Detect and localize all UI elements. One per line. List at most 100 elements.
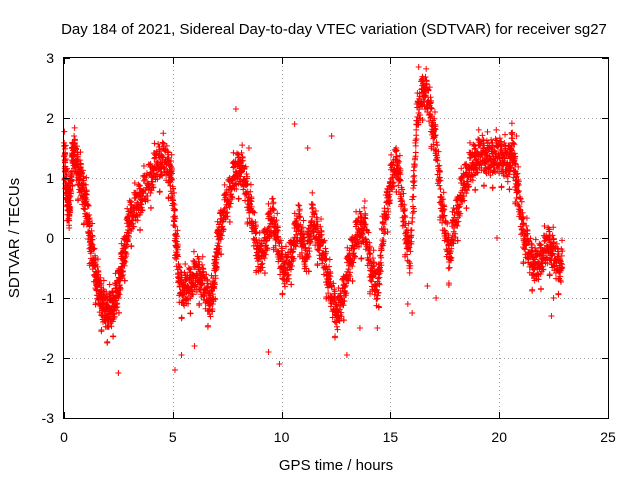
data-point: [463, 205, 470, 212]
data-point: [356, 325, 363, 331]
data-point: [444, 220, 451, 227]
data-point: [196, 302, 203, 309]
data-point: [242, 163, 249, 170]
data-point: [217, 231, 224, 238]
data-point: [328, 133, 335, 139]
data-point: [230, 149, 237, 156]
data-point: [240, 186, 247, 193]
data-point: [209, 308, 216, 315]
data-point: [515, 188, 522, 195]
data-point: [220, 226, 227, 233]
data-point: [343, 290, 350, 297]
data-point: [263, 242, 270, 249]
data-point: [402, 214, 409, 221]
data-point: [495, 164, 502, 171]
data-point: [448, 254, 455, 261]
data-point: [412, 149, 419, 156]
data-point: [147, 169, 154, 176]
data-point: [288, 281, 295, 288]
data-point: [261, 255, 268, 262]
data-point: [271, 214, 278, 221]
data-point: [527, 235, 534, 242]
data-point: [550, 224, 557, 231]
data-point: [552, 270, 559, 277]
data-point: [378, 247, 385, 254]
data-point: [395, 182, 402, 189]
data-point: [259, 264, 266, 271]
data-point: [426, 118, 433, 125]
data-point: [489, 185, 496, 192]
data-point: [104, 339, 111, 346]
x-tick-label: 20: [491, 429, 507, 445]
data-point: [340, 317, 347, 324]
y-tick-label: -3: [42, 410, 55, 426]
data-point: [100, 277, 107, 284]
data-point: [187, 310, 194, 317]
data-point: [128, 243, 135, 250]
data-point: [201, 293, 208, 300]
data-point: [411, 162, 418, 169]
data-point: [484, 128, 491, 135]
x-tick-label: 15: [383, 429, 399, 445]
data-point: [253, 229, 260, 236]
data-point: [393, 147, 400, 154]
data-point: [172, 215, 179, 222]
data-point: [98, 328, 105, 335]
data-point: [272, 242, 279, 249]
data-point: [178, 352, 185, 358]
data-point: [361, 204, 368, 211]
data-point: [557, 278, 564, 285]
data-point: [349, 278, 356, 285]
data-point: [361, 198, 368, 205]
data-point: [264, 245, 271, 252]
data-point: [381, 221, 388, 228]
data-point: [239, 142, 246, 149]
data-point: [450, 240, 457, 247]
data-point: [212, 295, 219, 302]
data-point: [461, 197, 468, 204]
data-point: [559, 265, 566, 271]
data-point: [327, 303, 334, 310]
data-point: [221, 181, 228, 188]
data-point: [408, 227, 415, 234]
data-point: [546, 226, 553, 233]
data-point: [554, 253, 561, 260]
data-point: [61, 128, 68, 135]
data-point: [359, 231, 366, 238]
data-point: [147, 205, 154, 212]
data-point: [463, 190, 470, 197]
data-point: [140, 162, 147, 169]
data-point: [270, 206, 277, 213]
data-point: [555, 291, 562, 298]
data-point: [434, 142, 441, 149]
data-point: [223, 210, 230, 217]
data-point: [232, 106, 239, 112]
data-point: [509, 135, 516, 142]
data-point: [238, 158, 245, 165]
data-point: [318, 216, 325, 223]
data-point: [527, 248, 534, 255]
data-point: [67, 197, 74, 204]
data-point: [518, 198, 525, 205]
data-point: [88, 227, 95, 234]
data-point: [548, 313, 555, 319]
data-point: [427, 94, 434, 101]
data-point: [66, 225, 73, 232]
data-point: [454, 237, 461, 244]
data-point: [226, 204, 233, 211]
data-point: [149, 184, 156, 191]
data-point: [494, 235, 501, 241]
data-point: [350, 250, 357, 257]
data-point: [458, 165, 465, 172]
data-point: [389, 180, 396, 187]
data-point: [165, 149, 172, 156]
data-point: [555, 250, 562, 257]
data-point: [433, 295, 440, 301]
data-point: [390, 183, 397, 190]
data-point: [336, 318, 343, 325]
data-point: [118, 274, 125, 281]
data-point: [296, 253, 303, 260]
data-point: [488, 136, 495, 143]
data-point: [519, 209, 526, 216]
x-tick-label: 10: [274, 429, 290, 445]
